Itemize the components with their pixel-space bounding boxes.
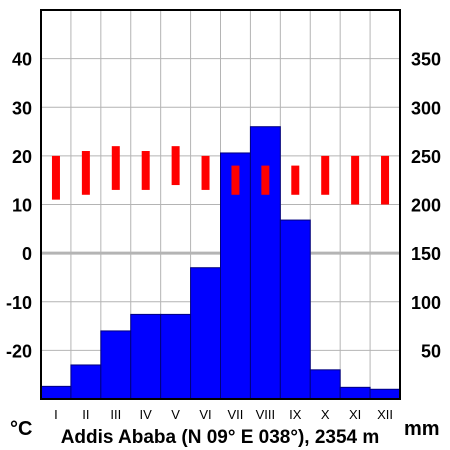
chart-title: Addis Ababa (N 09° E 038°), 2354 m xyxy=(61,427,380,448)
month-label: VII xyxy=(228,407,244,422)
precipitation-tick-label: 300 xyxy=(411,98,441,118)
precipitation-tick-label: 200 xyxy=(411,196,441,216)
month-label: VI xyxy=(199,407,211,422)
month-label: X xyxy=(321,407,330,422)
temperature-unit-label: °C xyxy=(10,418,32,440)
temperature-ranges xyxy=(51,146,390,205)
temperature-range-bar xyxy=(51,155,60,200)
month-label: V xyxy=(171,407,180,422)
precipitation-tick-label: 100 xyxy=(411,293,441,313)
axes-border xyxy=(40,9,401,400)
temperature-axis-ticks: -20 -10 0 10 20 30 40 xyxy=(6,50,32,362)
precipitation-bar xyxy=(309,369,341,400)
precipitation-bar xyxy=(130,313,162,400)
precipitation-bar xyxy=(160,313,192,400)
precipitation-bar xyxy=(70,364,102,400)
temperature-range-bar xyxy=(141,151,150,190)
temperature-tick-label: 30 xyxy=(12,98,32,118)
precipitation-tick-label: 150 xyxy=(411,244,441,264)
temperature-tick-label: -10 xyxy=(6,293,32,313)
temperature-range-bar xyxy=(261,165,270,195)
temperature-range-bar xyxy=(231,165,240,195)
temperature-range-bar xyxy=(81,151,90,195)
precipitation-bar xyxy=(100,330,132,400)
temperature-tick-label: 40 xyxy=(12,50,32,70)
temperature-range-bar xyxy=(351,155,360,205)
plot-frame xyxy=(40,9,401,400)
temperature-tick-label: -20 xyxy=(6,341,32,361)
temperature-range-bar xyxy=(321,155,330,195)
precipitation-bar xyxy=(279,219,311,400)
precipitation-tick-label: 250 xyxy=(411,147,441,167)
temperature-range-bar xyxy=(291,165,300,195)
precipitation-tick-label: 50 xyxy=(421,341,441,361)
precipitation-bar xyxy=(40,385,72,400)
month-labels: I II III IV V VI VII VIII IX X XI XII xyxy=(54,407,393,422)
month-label: I xyxy=(54,407,58,422)
month-label: VIII xyxy=(256,407,276,422)
temperature-tick-label: 20 xyxy=(12,147,32,167)
precipitation-tick-label: 350 xyxy=(411,50,441,70)
month-label: III xyxy=(110,407,121,422)
temperature-tick-label: 10 xyxy=(12,196,32,216)
temperature-range-bar xyxy=(111,146,120,190)
precipitation-unit-label: mm xyxy=(404,418,440,440)
month-label: IV xyxy=(140,407,153,422)
month-label: XII xyxy=(377,407,393,422)
month-label: XI xyxy=(349,407,361,422)
temperature-range-bar xyxy=(201,155,210,190)
precipitation-bars xyxy=(40,126,401,400)
temperature-range-bar xyxy=(171,146,180,186)
temperature-tick-label: 0 xyxy=(22,244,32,264)
temperature-range-bar xyxy=(381,155,390,205)
precipitation-bar xyxy=(369,388,401,400)
precipitation-bar xyxy=(190,267,221,400)
precipitation-axis-ticks: 50 100 150 200 250 300 350 xyxy=(411,50,441,362)
month-label: IX xyxy=(289,407,302,422)
month-label: II xyxy=(82,407,89,422)
precipitation-bar xyxy=(339,386,371,400)
